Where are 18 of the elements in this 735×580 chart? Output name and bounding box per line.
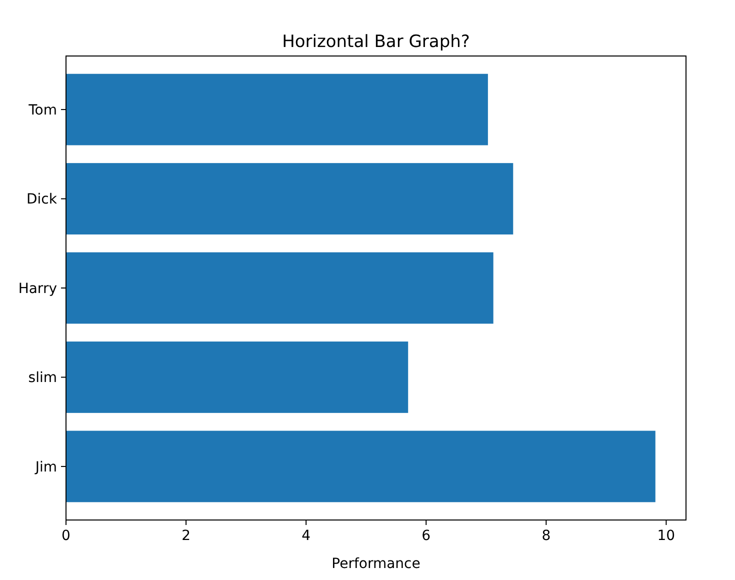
- x-tick-label: 8: [542, 528, 551, 544]
- y-tick-label: Tom: [28, 102, 57, 118]
- bar: [66, 163, 514, 234]
- bar: [66, 342, 408, 413]
- bar: [66, 252, 494, 324]
- x-tick-label: 2: [182, 528, 190, 544]
- x-tick-label: 10: [657, 528, 676, 544]
- x-tick-label: 6: [422, 528, 431, 544]
- chart-title: Horizontal Bar Graph?: [282, 32, 470, 52]
- x-tick-label: 4: [302, 528, 311, 544]
- y-tick-label: slim: [28, 370, 57, 386]
- y-tick-label: Harry: [18, 280, 57, 297]
- y-tick-label: Dick: [26, 192, 58, 208]
- x-tick-label: 0: [62, 528, 70, 544]
- x-axis-title: Performance: [332, 556, 420, 572]
- y-tick-label: Jim: [34, 459, 57, 476]
- bar: [66, 430, 656, 502]
- bar: [66, 74, 488, 146]
